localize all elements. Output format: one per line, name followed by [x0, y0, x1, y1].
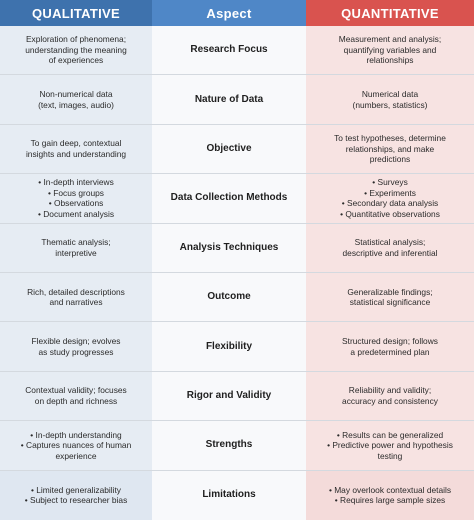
- list-item: Experiments: [340, 188, 440, 199]
- header-aspect: Aspect: [152, 0, 306, 26]
- qualitative-objective: To gain deep, contextual insights and und…: [0, 124, 152, 175]
- aspect-strengths: Strengths: [152, 421, 306, 471]
- list-item: Focus groups: [38, 188, 114, 199]
- list-item: Requires large sample sizes: [329, 495, 451, 506]
- quantitative-rigor: Reliability and validity; accuracy and co…: [306, 371, 474, 422]
- list-item: May overlook contextual details: [329, 485, 451, 496]
- quantitative-nature-of-data: Numerical data (numbers, statistics): [306, 75, 474, 125]
- qualitative-flexibility: Flexible design; evolves as study progres…: [0, 322, 152, 372]
- qualitative-limitations: Limited generalizability Subject to rese…: [0, 470, 152, 520]
- quantitative-research-focus: Measurement and analysis; quantifying var…: [306, 26, 474, 76]
- qualitative-rigor: Contextual validity; focuses on depth and…: [0, 371, 152, 422]
- list-item: Captures nuances of human experience: [8, 440, 144, 461]
- quantitative-limitations: May overlook contextual details Requires…: [306, 470, 474, 520]
- list-item: In-depth interviews: [38, 177, 114, 188]
- aspect-data-collection-methods: Data Collection Methods: [152, 174, 306, 224]
- list-item: Results can be generalized: [314, 430, 466, 441]
- aspect-flexibility: Flexibility: [152, 322, 306, 372]
- header-quantitative: QUANTITATIVE: [306, 0, 474, 26]
- list-item: Predictive power and hypothesis testing: [314, 440, 466, 461]
- list-item: Subject to researcher bias: [25, 495, 127, 506]
- header-qualitative: QUALITATIVE: [0, 0, 152, 26]
- list-item: Secondary data analysis: [340, 198, 440, 209]
- aspect-objective: Objective: [152, 124, 306, 175]
- qualitative-strengths: In-depth understanding Captures nuances …: [0, 421, 152, 471]
- list-item: Document analysis: [38, 209, 114, 220]
- list-item: Observations: [38, 198, 114, 209]
- qualitative-nature-of-data: Non-numerical data (text, images, audio): [0, 75, 152, 125]
- quantitative-data-collection: Surveys Experiments Secondary data analy…: [306, 174, 474, 224]
- quantitative-outcome: Generalizable findings; statistical signi…: [306, 273, 474, 323]
- quantitative-analysis: Statistical analysis; descriptive and inf…: [306, 223, 474, 273]
- qualitative-outcome: Rich, detailed descriptions and narrative…: [0, 273, 152, 323]
- qualitative-data-collection: In-depth interviews Focus groups Observa…: [0, 174, 152, 224]
- list-item: In-depth understanding: [8, 430, 144, 441]
- aspect-rigor-and-validity: Rigor and Validity: [152, 371, 306, 422]
- aspect-limitations: Limitations: [152, 470, 306, 520]
- qualitative-analysis: Thematic analysis; interpretive: [0, 223, 152, 273]
- aspect-nature-of-data: Nature of Data: [152, 75, 306, 125]
- quantitative-strengths: Results can be generalized Predictive po…: [306, 421, 474, 471]
- aspect-research-focus: Research Focus: [152, 26, 306, 76]
- list-item: Surveys: [340, 177, 440, 188]
- aspect-analysis-techniques: Analysis Techniques: [152, 223, 306, 273]
- qualitative-research-focus: Exploration of phenomena; understanding t…: [0, 26, 152, 76]
- quantitative-flexibility: Structured design; follows a predetermine…: [306, 322, 474, 372]
- list-item: Quantitative observations: [340, 209, 440, 220]
- list-item: Limited generalizability: [25, 485, 128, 496]
- quantitative-objective: To test hypotheses, determine relationshi…: [306, 124, 474, 175]
- aspect-outcome: Outcome: [152, 273, 306, 323]
